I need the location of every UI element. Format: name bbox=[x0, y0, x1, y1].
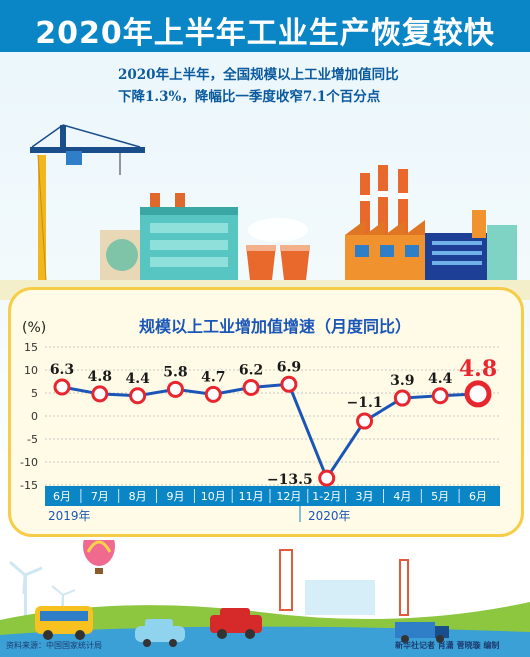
data-point bbox=[356, 412, 374, 430]
y-tick-label: -15 bbox=[20, 479, 38, 492]
y-tick-label: 10 bbox=[24, 364, 38, 377]
data-point bbox=[91, 385, 109, 403]
series-line bbox=[61, 382, 479, 480]
x-axis: 6月 7月 8月 9月 10月 11月 12月 1-2月 3月 4月 5月 6月 2019年 2020年 bbox=[45, 486, 500, 523]
cooling-tower-icon bbox=[246, 218, 310, 280]
x-tick-label: 6月 bbox=[469, 490, 487, 503]
y-tick-label: 0 bbox=[31, 410, 38, 423]
data-point bbox=[204, 385, 222, 403]
x-tick-label: 7月 bbox=[91, 490, 109, 503]
series-line-path bbox=[61, 382, 479, 480]
markers bbox=[53, 375, 492, 487]
summary-line-1: 2020年上半年，全国规模以上工业增加值同比 bbox=[118, 67, 399, 83]
data-point bbox=[242, 378, 260, 396]
title-bar: 2020年上半年工业生产恢复较快 bbox=[0, 0, 530, 52]
factory-blue-icon bbox=[425, 210, 517, 280]
data-label: 6.3 bbox=[50, 362, 74, 378]
x-tick-label: 6月 bbox=[53, 490, 71, 503]
factory-orange-icon bbox=[345, 220, 425, 280]
y-tick-label: -5 bbox=[27, 433, 38, 446]
gridlines bbox=[45, 346, 500, 486]
year-label-2019: 2019年 bbox=[48, 509, 91, 523]
truck-icon bbox=[395, 622, 449, 643]
bottom-scene-illustration bbox=[0, 540, 530, 657]
data-label: 4.4 bbox=[125, 371, 150, 387]
x-tick-label: 3月 bbox=[356, 490, 374, 503]
data-label: 4.7 bbox=[201, 369, 225, 385]
power-plant-icon bbox=[279, 549, 409, 616]
data-label: 6.2 bbox=[239, 362, 263, 378]
data-point-highlight bbox=[464, 380, 492, 408]
car-blue-icon bbox=[135, 619, 185, 647]
x-tick-label: 8月 bbox=[129, 490, 147, 503]
data-label: −13.5 bbox=[267, 472, 313, 488]
x-tick-label: 10月 bbox=[201, 490, 226, 503]
data-label: 6.9 bbox=[277, 359, 301, 375]
x-tick-label: 9月 bbox=[166, 490, 184, 503]
data-label: 5.8 bbox=[163, 364, 187, 380]
year-label-2020: 2020年 bbox=[308, 509, 351, 523]
data-label: 4.4 bbox=[428, 371, 453, 387]
bus-icon bbox=[35, 606, 93, 640]
chart-title: 规模以上工业增加值增速（月度同比） bbox=[139, 317, 411, 336]
y-axis-ticks: 15 10 5 0 -5 -10 -15 bbox=[20, 341, 38, 492]
x-tick-label: 4月 bbox=[393, 490, 411, 503]
x-axis-bar bbox=[45, 486, 500, 506]
data-label: −1.1 bbox=[346, 395, 382, 411]
data-point bbox=[431, 387, 449, 405]
data-point bbox=[53, 378, 71, 396]
x-tick-label: 12月 bbox=[276, 490, 301, 503]
data-source: 资料来源：中国国家统计局 bbox=[6, 641, 102, 650]
data-point bbox=[129, 387, 147, 405]
data-label: 4.8 bbox=[88, 369, 112, 385]
car-red-icon bbox=[210, 608, 262, 639]
author-credit: 新华社记者 肖潇 菅晓璇 编制 bbox=[395, 641, 500, 650]
data-point bbox=[280, 375, 298, 393]
data-label: 3.9 bbox=[390, 373, 414, 389]
summary-text: 2020年上半年，全国规模以上工业增加值同比 下降1.3%，降幅比一季度收窄7.… bbox=[118, 64, 478, 108]
value-labels: 6.3 4.8 4.4 5.8 4.7 6.2 6.9 −13.5 −1.1 3.9 4.4 4.8 bbox=[50, 356, 497, 488]
page-title: 2020年上半年工业生产恢复较快 bbox=[35, 16, 495, 51]
factory-green-icon bbox=[100, 193, 238, 280]
x-tick-label: 5月 bbox=[431, 490, 449, 503]
y-tick-label: 5 bbox=[31, 387, 38, 400]
data-point bbox=[166, 380, 184, 398]
y-tick-label: -10 bbox=[20, 456, 38, 469]
data-point bbox=[393, 389, 411, 407]
hot-air-balloon-icon bbox=[83, 540, 115, 574]
y-axis-unit: (%) bbox=[22, 320, 46, 336]
x-tick-label: 11月 bbox=[239, 490, 264, 503]
summary-line-2: 下降1.3%，降幅比一季度收窄7.1个百分点 bbox=[118, 89, 381, 105]
data-label: 4.8 bbox=[459, 356, 497, 382]
data-point bbox=[318, 469, 336, 487]
smokestack-icon bbox=[360, 165, 408, 263]
x-tick-label: 1-2月 bbox=[312, 490, 341, 503]
crane-icon bbox=[30, 124, 145, 281]
y-tick-label: 15 bbox=[24, 341, 38, 354]
industry-illustration bbox=[0, 124, 530, 300]
